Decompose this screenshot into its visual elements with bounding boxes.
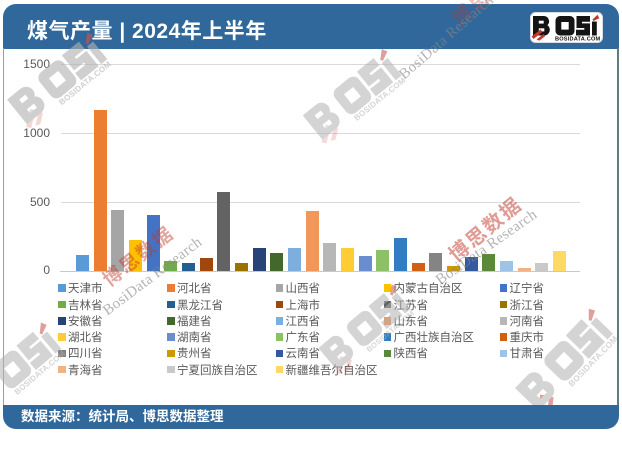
svg-text:BOSIDATA.COM: BOSIDATA.COM bbox=[555, 36, 601, 42]
